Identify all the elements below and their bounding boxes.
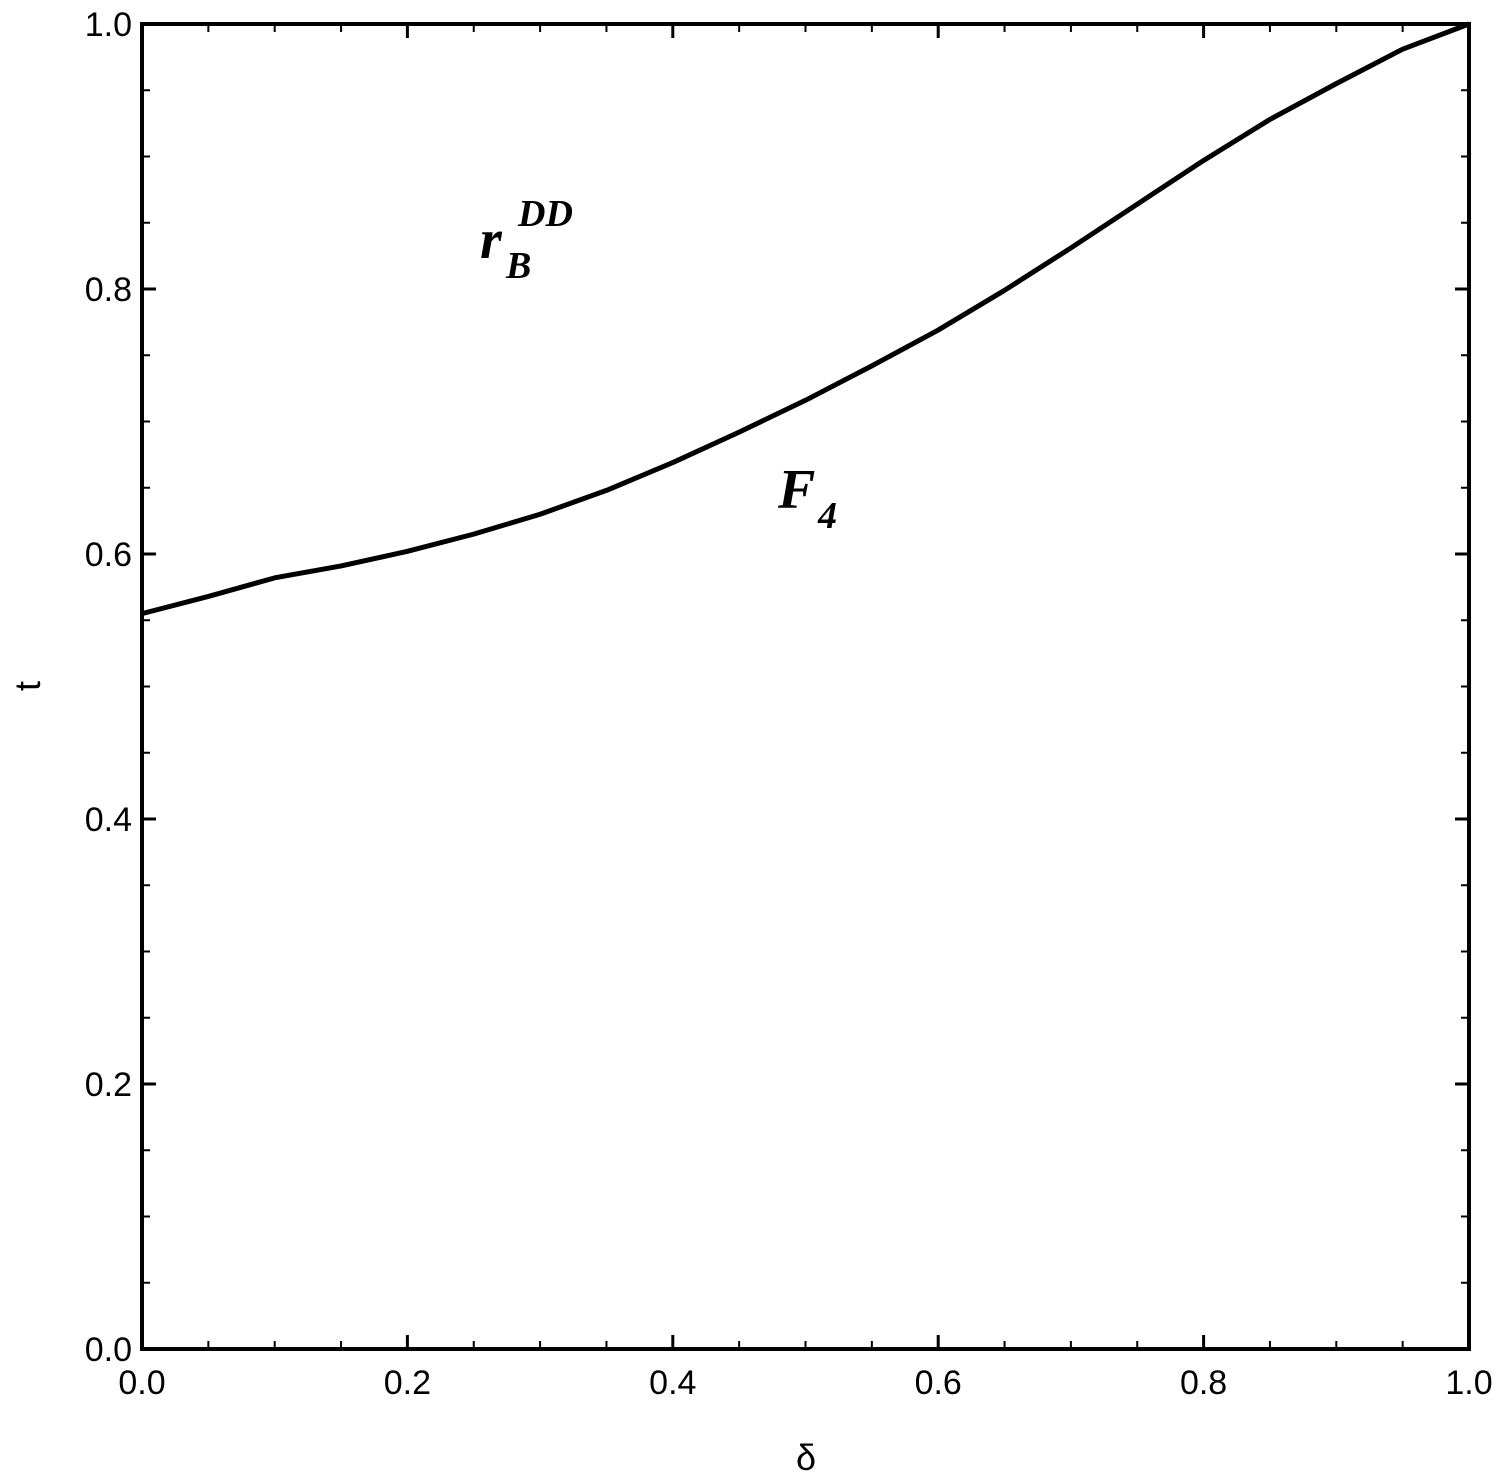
annotation-sub: B bbox=[505, 245, 531, 287]
x-tick-label: 0.6 bbox=[915, 1364, 962, 1402]
y-tick-label: 0.0 bbox=[85, 1331, 132, 1369]
x-axis-label: δ bbox=[796, 1437, 816, 1478]
annotation: r B DD bbox=[480, 193, 573, 287]
y-tick-label: 0.8 bbox=[85, 271, 132, 309]
annotation-sup: DD bbox=[517, 193, 573, 235]
x-tick-label: 0.0 bbox=[118, 1364, 165, 1402]
x-tick-label: 0.4 bbox=[649, 1364, 696, 1402]
annotation-sub: 4 bbox=[817, 495, 837, 537]
x-tick-label: 0.8 bbox=[1180, 1364, 1227, 1402]
annotation-base: F bbox=[777, 459, 815, 521]
y-tick-label: 0.6 bbox=[85, 536, 132, 574]
y-tick-label: 0.4 bbox=[85, 801, 132, 839]
x-tick-label: 0.2 bbox=[384, 1364, 431, 1402]
plot-frame bbox=[140, 22, 1471, 1351]
x-tick-label: 1.0 bbox=[1445, 1364, 1492, 1402]
annotation-base: r bbox=[480, 209, 503, 271]
y-tick-label: 1.0 bbox=[85, 6, 132, 44]
line-series bbox=[141, 21, 1470, 617]
y-axis-label: t bbox=[7, 681, 48, 691]
y-tick-label: 0.2 bbox=[85, 1066, 132, 1104]
